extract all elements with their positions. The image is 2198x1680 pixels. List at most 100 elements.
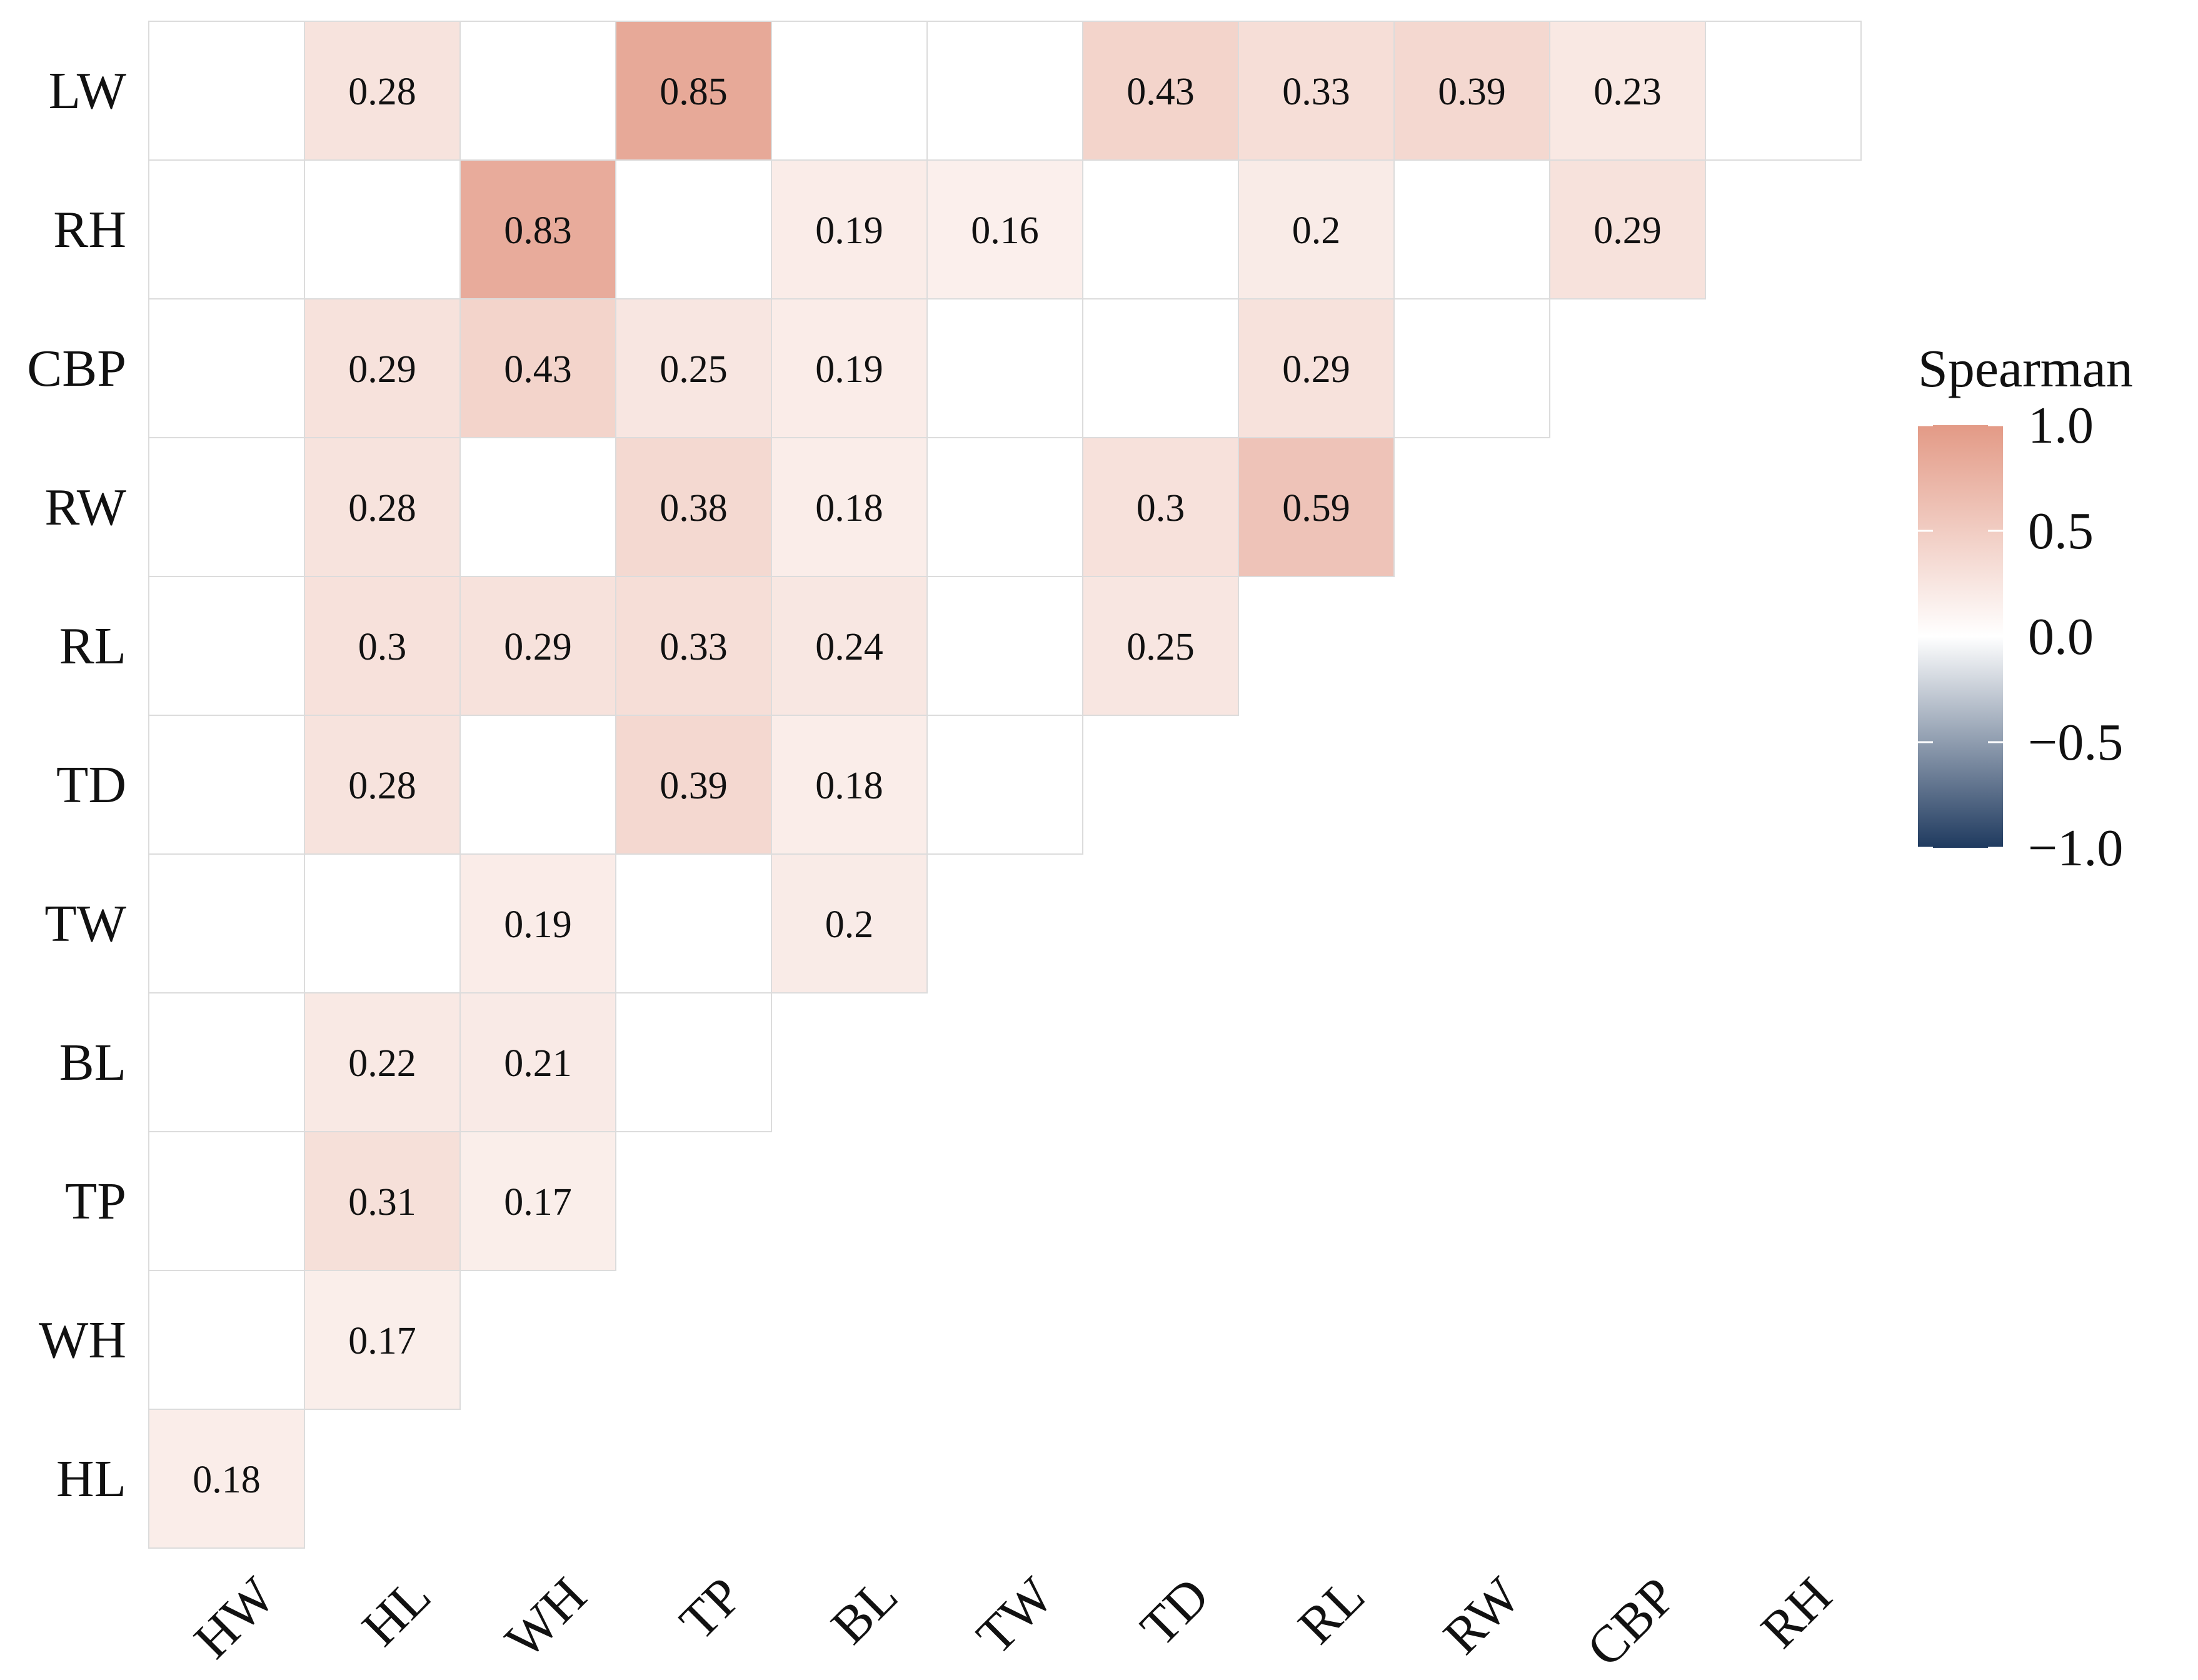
cell-tw-wh [459,853,616,993]
cell-lw-tw [926,21,1083,161]
x-tick-rw: RW [1433,1566,1532,1666]
cell-tw-hl [304,853,461,993]
cell-label-td-hl: 0.28 [348,765,416,807]
cell-rh-wh [459,159,616,299]
legend-tick-label: −0.5 [2028,713,2123,772]
cell-label-tw-wh: 0.19 [504,903,572,946]
cell-label-hl-hw: 0.18 [193,1459,261,1501]
cell-cbp-td [1082,298,1239,438]
cell-rl-hl [304,576,461,716]
legend-tick-label: 1.0 [2028,396,2094,455]
x-tick-tw: TW [966,1566,1065,1666]
x-tick-rl: RL [1287,1567,1376,1656]
cell-rw-rl [1238,437,1395,577]
cell-bl-wh [459,992,616,1132]
cell-tp-hw [148,1131,305,1271]
cell-lw-wh [459,21,616,161]
y-tick-hl: HL [56,1450,126,1508]
cell-wh-hl [304,1270,461,1410]
cell-bl-tp [615,992,772,1132]
cell-lw-hl [304,21,461,161]
cell-cbp-rw [1393,298,1550,438]
x-tick-hl: HL [351,1567,442,1657]
cell-tw-hw [148,853,305,993]
cell-rh-tw [926,159,1083,299]
cell-rl-tw [926,576,1083,716]
cell-label-lw-cbp: 0.23 [1593,71,1662,113]
x-axis-ticks: HW HL WH TP BL TW TD RL RW CBP RH [183,1566,1843,1678]
y-tick-tp: TP [65,1172,126,1230]
cell-cbp-tp [615,298,772,438]
cell-label-rh-tw: 0.16 [971,209,1039,252]
legend-tick-label: −1.0 [2028,819,2123,877]
y-tick-rw: RW [44,478,126,536]
cell-lw-hw [148,21,305,161]
cell-label-lw-td: 0.43 [1127,71,1195,113]
legend-ticks: 1.0 0.5 0.0 −0.5 −1.0 [1918,396,2123,877]
y-tick-td: TD [56,756,126,814]
cell-lw-rh [1705,21,1862,161]
cell-label-tw-bl: 0.2 [825,903,874,946]
cell-label-rw-hl: 0.28 [348,487,416,530]
cell-label-rh-cbp: 0.29 [1593,209,1662,252]
legend-title: Spearman [1918,338,2133,398]
cell-cbp-rl [1238,298,1395,438]
cell-rh-tp [615,159,772,299]
cell-hl-hw [148,1409,305,1549]
cell-cbp-hw [148,298,305,438]
legend-tick-label: 0.5 [2028,502,2094,560]
cell-label-rl-td: 0.25 [1127,626,1195,668]
cell-rl-hw [148,576,305,716]
cell-rh-rl [1238,159,1395,299]
cell-rh-td [1082,159,1239,299]
y-tick-rh: RH [53,201,126,259]
cell-label-bl-wh: 0.21 [504,1042,572,1085]
cell-cbp-hl [304,298,461,438]
cell-wh-hw [148,1270,305,1410]
cell-rh-cbp [1549,159,1706,299]
cell-label-rh-rl: 0.2 [1292,209,1341,252]
cell-label-rw-tp: 0.38 [660,487,728,530]
heatmap-cell-labels: 0.28 0.85 0.43 0.33 0.39 0.23 0.83 0.19 0.16 0.2 0… [193,71,1662,1501]
cell-td-tw [926,715,1083,855]
y-axis-ticks: LW RH CBP RW RL TD TW BL TP WH HL [27,62,126,1508]
cell-td-bl [771,715,928,855]
cell-rh-hw [148,159,305,299]
cell-label-lw-hl: 0.28 [348,71,416,113]
x-tick-cbp: CBP [1576,1567,1687,1678]
cell-lw-rl [1238,21,1395,161]
y-tick-lw: LW [49,62,127,120]
cell-lw-tp [615,21,772,161]
cell-td-hl [304,715,461,855]
cell-rl-td [1082,576,1239,716]
cell-label-bl-hl: 0.22 [348,1042,416,1085]
cell-lw-bl [771,21,928,161]
cell-label-rl-wh: 0.29 [504,626,572,668]
cell-rl-bl [771,576,928,716]
x-tick-hw: HW [183,1566,286,1669]
x-tick-bl: BL [820,1567,909,1656]
cell-label-rl-bl: 0.24 [815,626,883,668]
cell-rh-rw [1393,159,1550,299]
x-tick-td: TD [1130,1567,1220,1657]
x-tick-wh: WH [494,1567,598,1670]
cell-cbp-tw [926,298,1083,438]
cell-td-hw [148,715,305,855]
cell-rw-tw [926,437,1083,577]
x-tick-tp: TP [669,1567,753,1651]
cell-tw-bl [771,853,928,993]
cell-rw-wh [459,437,616,577]
y-tick-wh: WH [39,1311,126,1369]
cell-label-rh-wh: 0.83 [504,209,572,252]
legend-tick-label: 0.0 [2028,608,2094,666]
cell-rw-hw [148,437,305,577]
cell-label-cbp-rl: 0.29 [1282,348,1350,391]
cell-label-td-tp: 0.39 [660,765,728,807]
cell-label-td-bl: 0.18 [815,765,883,807]
cell-bl-hw [148,992,305,1132]
cell-rl-tp [615,576,772,716]
cell-label-rw-bl: 0.18 [815,487,883,530]
cell-label-lw-rw: 0.39 [1438,71,1506,113]
y-tick-tw: TW [44,895,126,953]
